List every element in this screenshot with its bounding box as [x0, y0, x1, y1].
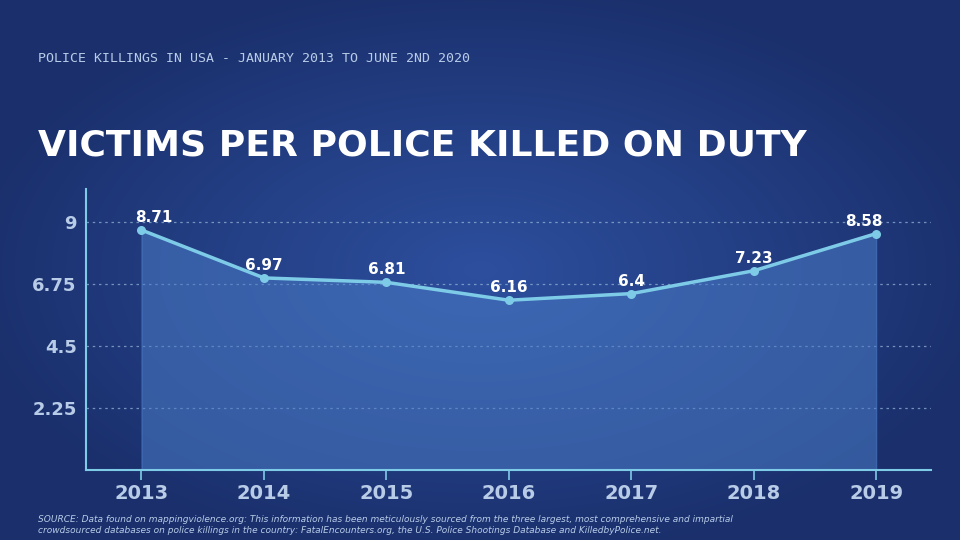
Text: 8.71: 8.71 — [135, 210, 173, 225]
Text: 6.4: 6.4 — [617, 274, 645, 289]
Text: 7.23: 7.23 — [734, 251, 773, 266]
Point — [501, 296, 516, 305]
Point — [746, 266, 761, 275]
Point — [256, 274, 272, 282]
Text: POLICE KILLINGS IN USA - JANUARY 2013 TO JUNE 2ND 2020: POLICE KILLINGS IN USA - JANUARY 2013 TO… — [38, 52, 470, 65]
Point — [869, 230, 884, 238]
Text: SOURCE: Data found on mappingviolence.org: This information has been meticulousl: SOURCE: Data found on mappingviolence.or… — [38, 515, 733, 535]
Point — [133, 226, 149, 234]
Text: 6.16: 6.16 — [490, 280, 528, 295]
Text: 6.81: 6.81 — [368, 262, 405, 278]
Point — [624, 289, 639, 298]
Text: 6.97: 6.97 — [245, 258, 283, 273]
Text: 8.58: 8.58 — [845, 214, 882, 228]
Text: VICTIMS PER POLICE KILLED ON DUTY: VICTIMS PER POLICE KILLED ON DUTY — [38, 128, 807, 162]
Point — [378, 278, 394, 287]
